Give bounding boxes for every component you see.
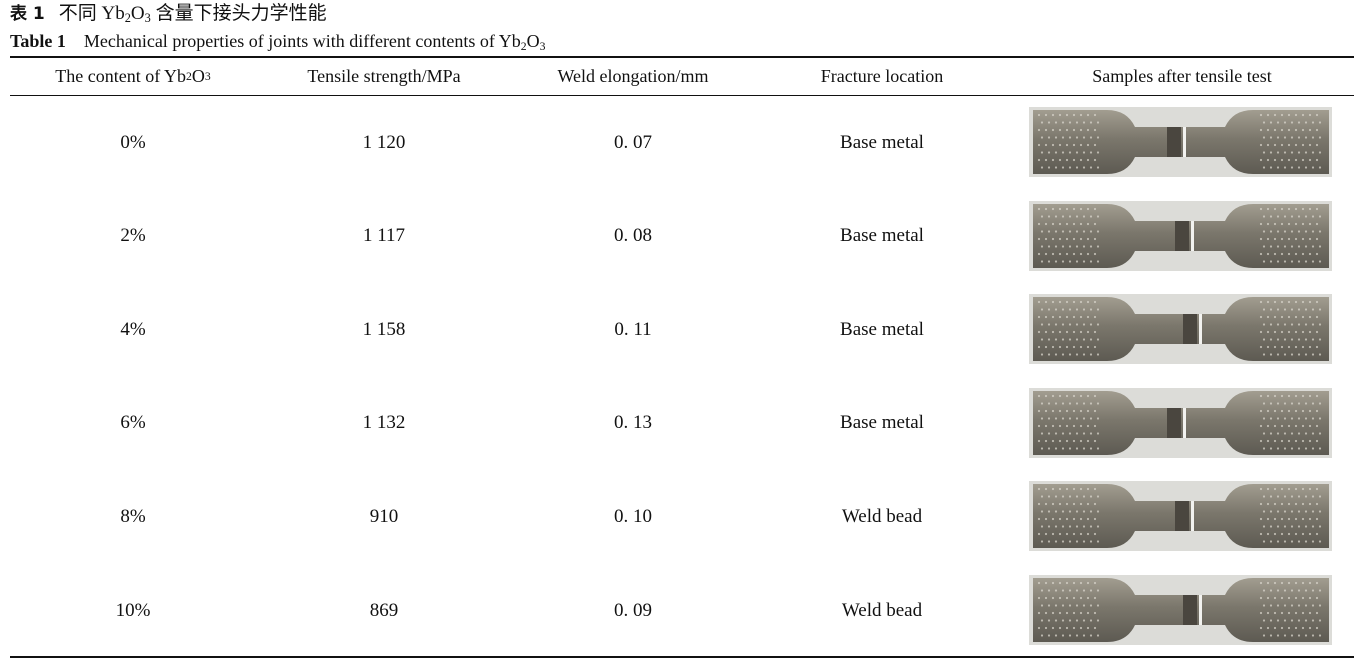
weld-elongation-cell: 0. 11 <box>614 318 652 340</box>
header-tensile-strength: Tensile strength/MPa <box>307 66 461 86</box>
weld-elongation-cell: 0. 08 <box>614 225 652 247</box>
header-fracture-location: Fracture location <box>820 66 944 86</box>
weld-elongation-cell: 0. 09 <box>614 599 652 621</box>
caption-en-text: Mechanical properties of joints with dif… <box>83 31 546 53</box>
header-weld-elongation: Weld elongation/mm <box>557 66 709 86</box>
table-header-rule <box>10 95 1354 96</box>
content-cell: 2% <box>120 225 146 247</box>
header-samples: Samples after tensile test <box>1092 66 1272 86</box>
tensile-strength-cell: 1 132 <box>362 412 406 434</box>
weld-elongation-cell: 0. 07 <box>614 131 652 153</box>
tensile-strength-cell: 1 158 <box>362 318 406 340</box>
tensile-specimen-photo <box>1029 200 1332 271</box>
tensile-strength-cell: 1 117 <box>362 225 406 247</box>
caption-cn-label: 表 1 <box>10 4 45 24</box>
content-cell: 8% <box>120 505 146 527</box>
caption-en-label: Table 1 <box>10 31 66 51</box>
tensile-specimen-photo <box>1029 387 1332 458</box>
weld-elongation-cell: 0. 10 <box>614 505 652 527</box>
caption-cn-text: 不同 Yb2O3 含量下接头力学性能 <box>58 3 327 26</box>
tensile-strength-cell: 869 <box>369 599 399 621</box>
tensile-strength-cell: 1 120 <box>362 131 406 153</box>
fracture-location-cell: Base metal <box>840 225 924 247</box>
fracture-location-cell: Weld bead <box>841 505 923 527</box>
content-cell: 6% <box>120 412 146 434</box>
tensile-specimen-photo <box>1029 575 1332 645</box>
content-cell: 0% <box>120 131 146 153</box>
table-caption-cn: 表 1 不同 Yb2O3 含量下接头力学性能 <box>10 2 327 26</box>
fracture-location-cell: Base metal <box>840 412 924 434</box>
table-bottom-rule <box>10 656 1354 658</box>
header-content: The content of Yb 2 O 3 <box>55 66 211 86</box>
weld-elongation-cell: 0. 13 <box>614 412 652 434</box>
fracture-location-cell: Weld bead <box>841 599 923 621</box>
content-cell: 4% <box>120 318 146 340</box>
tensile-specimen-photo <box>1029 107 1332 177</box>
tensile-specimen-photo <box>1029 294 1332 365</box>
fracture-location-cell: Base metal <box>840 131 924 153</box>
tensile-specimen-photo <box>1029 481 1332 552</box>
table-top-rule <box>10 56 1354 58</box>
content-cell: 10% <box>115 599 151 621</box>
tensile-strength-cell: 910 <box>369 505 399 527</box>
table-caption-en: Table 1 Mechanical properties of joints w… <box>10 30 545 52</box>
fracture-location-cell: Base metal <box>840 318 924 340</box>
